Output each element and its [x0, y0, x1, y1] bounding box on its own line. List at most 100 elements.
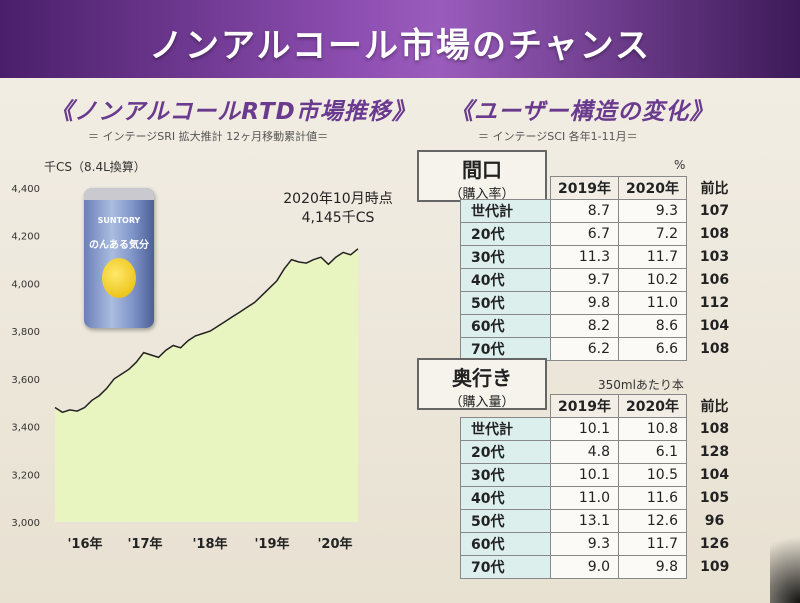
y-tick-label: 3,000 [11, 518, 40, 529]
table2-value-2019: 9.0 [550, 555, 619, 579]
y-tick-label: 4,000 [11, 279, 40, 290]
table1-ratio-cell: 108 [700, 341, 730, 357]
y-tick-label: 3,600 [11, 375, 40, 386]
table1-value-2020: 6.6 [618, 337, 687, 361]
right-section-subtitle: ＝ インテージSCI 各年1-11月＝ [478, 130, 638, 143]
title-banner: ノンアルコール市場のチャンス [0, 0, 800, 78]
table2-value-2019: 11.0 [550, 486, 619, 510]
slide-title: ノンアルコール市場のチャンス [149, 26, 651, 66]
table1-ratio-cell: 103 [699, 249, 730, 265]
table1-row: 30代 11.3 11.7 103 [460, 245, 743, 269]
table1-category-cell: 20代 [460, 222, 551, 246]
table2-value-2019: 13.1 [550, 509, 619, 533]
table2-value-2020: 6.1 [618, 440, 687, 464]
can-product-text: のんある気分 [89, 240, 149, 251]
table1-unit: % [674, 158, 686, 172]
table1-ratio-cell: 108 [699, 226, 730, 242]
table1-value-2020: 8.6 [618, 314, 687, 338]
table2-header-ratio: 前比 [700, 399, 729, 415]
table-purchase-volume: 2019年 2020年 前比 世代計 10.1 10.8 108 20代 4.8 6.1 12… [460, 394, 743, 579]
table2-value-2019: 9.3 [550, 532, 619, 556]
table1-value-2020: 11.0 [618, 291, 687, 315]
table1-ratio-cell: 107 [699, 203, 730, 219]
table2-value-2019: 10.1 [550, 463, 619, 487]
table1-ratio-cell: 104 [699, 318, 730, 334]
can-lid [84, 188, 154, 200]
table2-value-2020: 10.8 [618, 417, 687, 441]
table2-category-cell: 50代 [460, 509, 551, 533]
table2-category-cell: 60代 [460, 532, 551, 556]
y-tick-label: 3,200 [11, 470, 40, 481]
table1-value-2019: 6.7 [550, 222, 619, 246]
table1-label-box: 間口 （購入率） [417, 150, 547, 202]
table1-header-2019: 2019年 [550, 176, 619, 200]
chart-annotation: 2020年10月時点 4,145千CS [268, 190, 408, 228]
table2-category-cell: 70代 [460, 555, 551, 579]
table1-value-2020: 9.3 [618, 199, 687, 223]
table1-value-2020: 7.2 [618, 222, 687, 246]
left-section-title: 《ノンアルコールRTD市場推移》 [50, 99, 416, 125]
table2-category-cell: 40代 [460, 486, 551, 510]
table1-category-cell: 60代 [460, 314, 551, 338]
table1-row: 50代 9.8 11.0 112 [460, 291, 743, 315]
table2-ratio-cell: 104 [699, 467, 730, 483]
series-line [54, 248, 359, 414]
lemon-icon [102, 258, 136, 298]
table2-value-2020: 11.6 [618, 486, 687, 510]
table2-row: 世代計 10.1 10.8 108 [460, 417, 743, 441]
x-tick-label: '19年 [254, 536, 289, 552]
table2-header-row: 2019年 2020年 前比 [461, 394, 743, 418]
y-tick-label: 4,200 [11, 232, 40, 243]
table1-header-blank [461, 177, 551, 200]
annotation-date: 2020年10月時点 [283, 191, 393, 207]
table1-value-2019: 9.8 [550, 291, 619, 315]
y-unit-label: 千CS（8.4L換算） [44, 160, 146, 174]
table2-ratio-cell: 128 [699, 444, 730, 460]
table2-header-2019: 2019年 [550, 394, 619, 418]
table1-ratio-cell: 112 [699, 295, 730, 311]
table2-value-2020: 12.6 [618, 509, 687, 533]
table1-value-2020: 11.7 [618, 245, 687, 269]
table1-label-sub: （購入率） [449, 187, 515, 202]
table1-header-ratio: 前比 [700, 181, 729, 197]
x-tick-label: '16年 [67, 536, 102, 552]
can-brand-text: SUNTORY [97, 216, 141, 225]
table1-category-cell: 40代 [460, 268, 551, 292]
table2-ratio-cell: 109 [700, 559, 730, 575]
photo-edge-shadow [770, 513, 800, 603]
table2-row: 50代 13.1 12.6 96 [460, 509, 743, 533]
area-chart: 3,000 3,200 3,400 3,600 3,800 4,000 4,200 4,400… [11, 184, 359, 552]
table2-value-2019: 4.8 [550, 440, 619, 464]
table2-row: 60代 9.3 11.7 126 [460, 532, 743, 556]
product-can-image: SUNTORY のんある気分 [84, 188, 154, 328]
table2-header-blank [461, 395, 551, 418]
table1-row: 20代 6.7 7.2 108 [460, 222, 743, 246]
table1-value-2019: 8.2 [550, 314, 619, 338]
table1-category-cell: 70代 [460, 337, 551, 361]
x-tick-label: '18年 [192, 536, 227, 552]
table2-ratio-cell: 96 [704, 513, 725, 529]
table2-category-cell: 20代 [460, 440, 551, 464]
table1-value-2019: 8.7 [550, 199, 619, 223]
table2-category-cell: 30代 [460, 463, 551, 487]
table2-category-cell: 世代計 [460, 417, 551, 441]
x-tick-label: '20年 [317, 536, 352, 552]
table1-row: 世代計 8.7 9.3 107 [460, 199, 743, 223]
table-purchase-rate: 2019年 2020年 前比 世代計 8.7 9.3 107 20代 6.7 7.2 108 3… [460, 176, 743, 361]
area-fill [55, 248, 358, 523]
table2-value-2020: 11.7 [618, 532, 687, 556]
annotation-value: 4,145千CS [301, 210, 375, 226]
x-tick-label: '17年 [127, 536, 162, 552]
y-tick-label: 3,800 [11, 327, 40, 338]
table1-value-2019: 11.3 [550, 245, 619, 269]
table1-category-cell: 50代 [460, 291, 551, 315]
table1-value-2019: 6.2 [550, 337, 619, 361]
table2-ratio-cell: 108 [699, 421, 730, 437]
table1-row: 60代 8.2 8.6 104 [460, 314, 743, 338]
table2-unit: 350mlあたり本 [598, 378, 684, 392]
y-tick-label: 3,400 [11, 423, 40, 434]
table2-ratio-cell: 126 [699, 536, 730, 552]
table1-row: 40代 9.7 10.2 106 [460, 268, 743, 292]
table1-category-cell: 世代計 [460, 199, 551, 223]
